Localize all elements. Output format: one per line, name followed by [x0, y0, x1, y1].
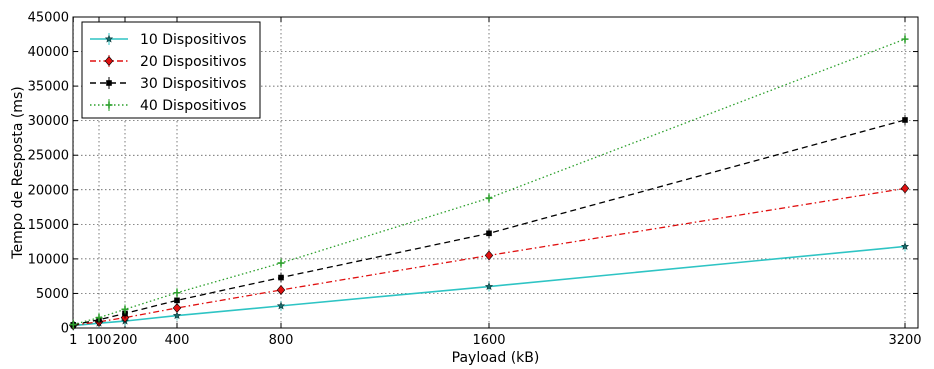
data-point — [104, 34, 114, 43]
y-tick-label: 10000 — [28, 252, 69, 267]
axes: 1 100 200 400 800 1600 3200 0 5000 10000 15000 2000… — [28, 11, 922, 349]
legend: 10 Dispositivos 20 Dispositivos 30 Disposi… — [81, 21, 261, 119]
legend-entry: 40 Dispositivos — [90, 98, 246, 114]
y-tick-label: 0 — [61, 322, 69, 337]
data-point — [276, 285, 286, 295]
data-point — [121, 305, 129, 313]
x-tick-label: 1600 — [472, 333, 505, 348]
data-point — [277, 259, 285, 267]
legend-entry: 30 Dispositivos — [90, 76, 246, 92]
data-point — [276, 301, 286, 310]
x-tick-label: 3200 — [888, 333, 921, 348]
series-4 — [69, 34, 909, 330]
y-tick-label: 40000 — [28, 45, 69, 60]
y-tick-label: 5000 — [36, 287, 69, 302]
data-point — [278, 274, 284, 281]
y-tick-label: 35000 — [28, 80, 69, 95]
data-point — [104, 56, 114, 66]
legend-label: 40 Dispositivos — [140, 98, 246, 114]
y-tick-label: 15000 — [28, 218, 69, 233]
y-tick-label: 45000 — [28, 11, 69, 26]
plot-frame — [72, 16, 919, 329]
x-axis-label: Payload (kB) — [452, 350, 540, 366]
x-tick-label: 1 — [69, 333, 77, 348]
legend-label: 20 Dispositivos — [140, 54, 246, 70]
data-point — [484, 282, 494, 290]
x-tick-label: 800 — [269, 333, 294, 348]
data-point — [485, 194, 493, 202]
data-point — [106, 80, 112, 86]
data-point — [486, 230, 492, 237]
data-point — [172, 302, 182, 313]
data-point — [173, 289, 181, 297]
data-point — [484, 250, 494, 261]
y-tick-label: 25000 — [28, 149, 69, 164]
data-point — [172, 311, 182, 320]
x-tick-label: 200 — [113, 333, 138, 348]
data-point — [900, 183, 910, 194]
y-axis-label: Tempo de Resposta (ms) — [10, 86, 26, 259]
legend-entry: 20 Dispositivos — [90, 54, 246, 70]
data-point — [901, 35, 909, 43]
y-tick-label: 20000 — [28, 183, 69, 198]
legend-label: 10 Dispositivos — [140, 32, 246, 48]
y-tick-label: 30000 — [28, 114, 69, 129]
data-point — [900, 242, 910, 250]
x-tick-label: 400 — [165, 333, 190, 348]
data-point — [69, 321, 77, 329]
legend-entry: 10 Dispositivos — [90, 32, 246, 48]
data-point — [95, 314, 103, 322]
data-point — [174, 297, 180, 304]
data-point — [105, 101, 113, 109]
series-layer — [69, 34, 910, 331]
x-tick-label: 100 — [87, 333, 112, 348]
data-point — [902, 117, 908, 123]
legend-label: 30 Dispositivos — [140, 76, 246, 92]
